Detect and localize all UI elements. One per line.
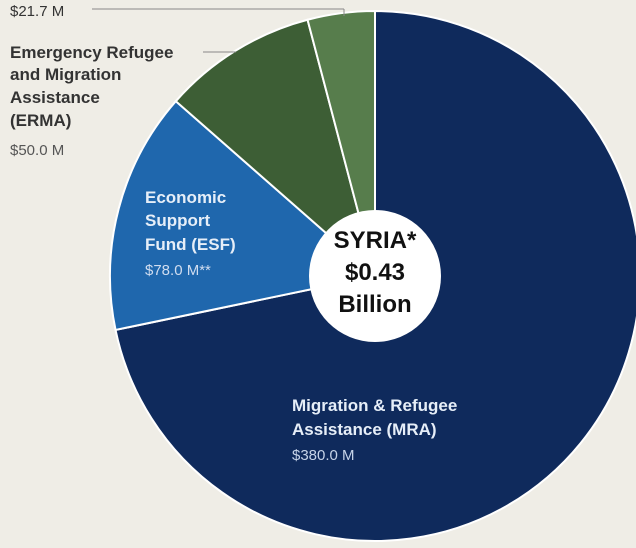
slice-value-label: $78.0 M**: [145, 262, 211, 279]
slice-name-label: Assistance: [10, 88, 100, 107]
pie-slice-2: [174, 18, 377, 279]
center-label-line: Billion: [338, 291, 411, 318]
slice-value-label: $50.0 M: [10, 142, 64, 159]
slice-value-label: $21.7 M: [10, 3, 64, 20]
pie-slice-1: [109, 99, 378, 332]
slice-name-label: Migration & Refugee: [292, 396, 457, 415]
slice-name-label: (ERMA): [10, 111, 71, 130]
center-label-line: SYRIA*: [334, 227, 417, 254]
slice-value-label: $380.0 M: [292, 447, 355, 464]
slice-name-label: and Migration: [10, 65, 121, 84]
center-disc: [309, 210, 441, 342]
slice-name-label: Support: [145, 211, 210, 230]
slice-name-label: Emergency Refugee: [10, 43, 173, 62]
slice-name-label: Assistance (MRA): [292, 420, 437, 439]
center-label-line: $0.43: [345, 259, 405, 286]
slice-name-label: Fund (ESF): [145, 235, 236, 254]
slice-name-label: Economic: [145, 188, 226, 207]
pie-slice-3: [306, 9, 376, 277]
